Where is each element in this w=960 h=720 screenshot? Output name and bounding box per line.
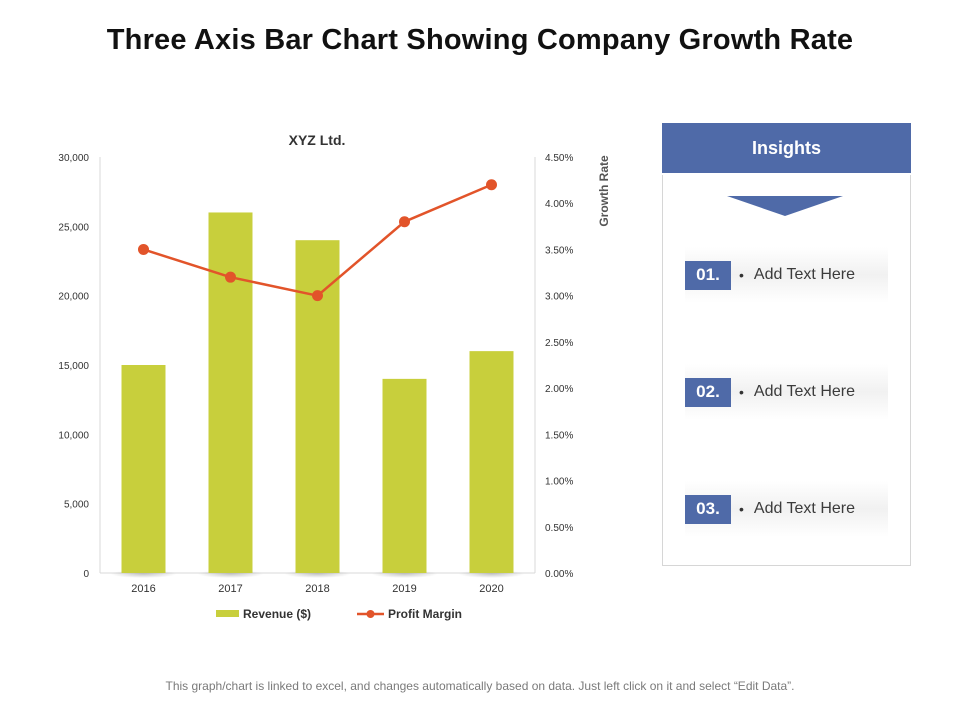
insight-item-3: 03. • Add Text Here <box>685 481 888 537</box>
bullet-icon: • <box>739 267 744 283</box>
profit-margin-point <box>225 271 236 283</box>
legend-profit-label: Profit Margin <box>388 607 462 621</box>
y-left-tick-label: 30,000 <box>58 153 89 164</box>
legend-profit-marker <box>366 610 375 618</box>
revenue-bar <box>469 351 514 573</box>
y-right-tick-label: 0.50% <box>545 523 573 534</box>
y-left-tick-label: 0 <box>83 569 89 580</box>
y-right-tick-label: 3.00% <box>545 292 573 303</box>
y-left-tick-label: 25,000 <box>58 222 89 233</box>
insight-text: Add Text Here <box>753 266 855 283</box>
profit-margin-point <box>312 290 323 302</box>
insights-header: Insights <box>662 123 911 173</box>
x-tick-label: 2018 <box>305 583 329 595</box>
bullet-icon: • <box>739 384 744 400</box>
y-left-tick-label: 15,000 <box>58 361 89 372</box>
y-left-tick-label: 5,000 <box>64 500 89 511</box>
x-tick-label: 2020 <box>479 583 503 595</box>
x-tick-label: 2017 <box>218 583 242 595</box>
insight-number: 03. <box>685 494 731 524</box>
y-right-tick-label: 2.50% <box>545 338 573 349</box>
revenue-bar <box>121 365 166 573</box>
insight-number: 01. <box>685 260 731 290</box>
profit-margin-point <box>399 216 410 228</box>
insight-text: Add Text Here <box>753 383 855 400</box>
insight-number: 02. <box>685 377 731 407</box>
page-title: Three Axis Bar Chart Showing Company Gro… <box>106 24 854 56</box>
y-left-tick-label: 10,000 <box>58 430 89 441</box>
y-right-axis-label: Growth Rate <box>597 155 611 227</box>
profit-margin-point <box>486 179 497 191</box>
y-right-tick-label: 1.00% <box>545 477 573 488</box>
insight-item-1: 01. • Add Text Here <box>685 247 888 303</box>
revenue-bar <box>382 378 427 573</box>
x-tick-label: 2019 <box>392 583 416 595</box>
revenue-bar <box>208 212 253 573</box>
insights-arrow-icon <box>727 196 843 216</box>
y-right-tick-label: 4.50% <box>545 153 573 164</box>
chart-title: XYZ Ltd. <box>289 132 346 148</box>
insights-panel: Insights 01. • Add Text Here 02. • Add T… <box>662 123 911 566</box>
insight-text: Add Text Here <box>753 500 855 517</box>
legend-revenue-swatch <box>216 610 239 617</box>
y-right-tick-label: 0.00% <box>545 569 573 580</box>
y-right-tick-label: 3.50% <box>545 245 573 256</box>
y-left-tick-label: 20,000 <box>58 292 89 303</box>
footnote: This graph/chart is linked to excel, and… <box>165 679 795 693</box>
revenue-profit-chart: XYZ Ltd. 0 5,000 10,000 15,000 20,000 25,000 30… <box>58 132 611 621</box>
revenue-bar <box>295 240 340 573</box>
insight-item-2: 02. • Add Text Here <box>685 364 888 420</box>
y-right-tick-label: 4.00% <box>545 199 573 210</box>
bullet-icon: • <box>739 501 744 517</box>
y-right-tick-label: 1.50% <box>545 430 573 441</box>
x-tick-label: 2016 <box>131 583 155 595</box>
profit-margin-point <box>138 243 149 255</box>
y-right-tick-label: 2.00% <box>545 384 573 395</box>
legend-revenue-label: Revenue ($) <box>243 607 311 621</box>
